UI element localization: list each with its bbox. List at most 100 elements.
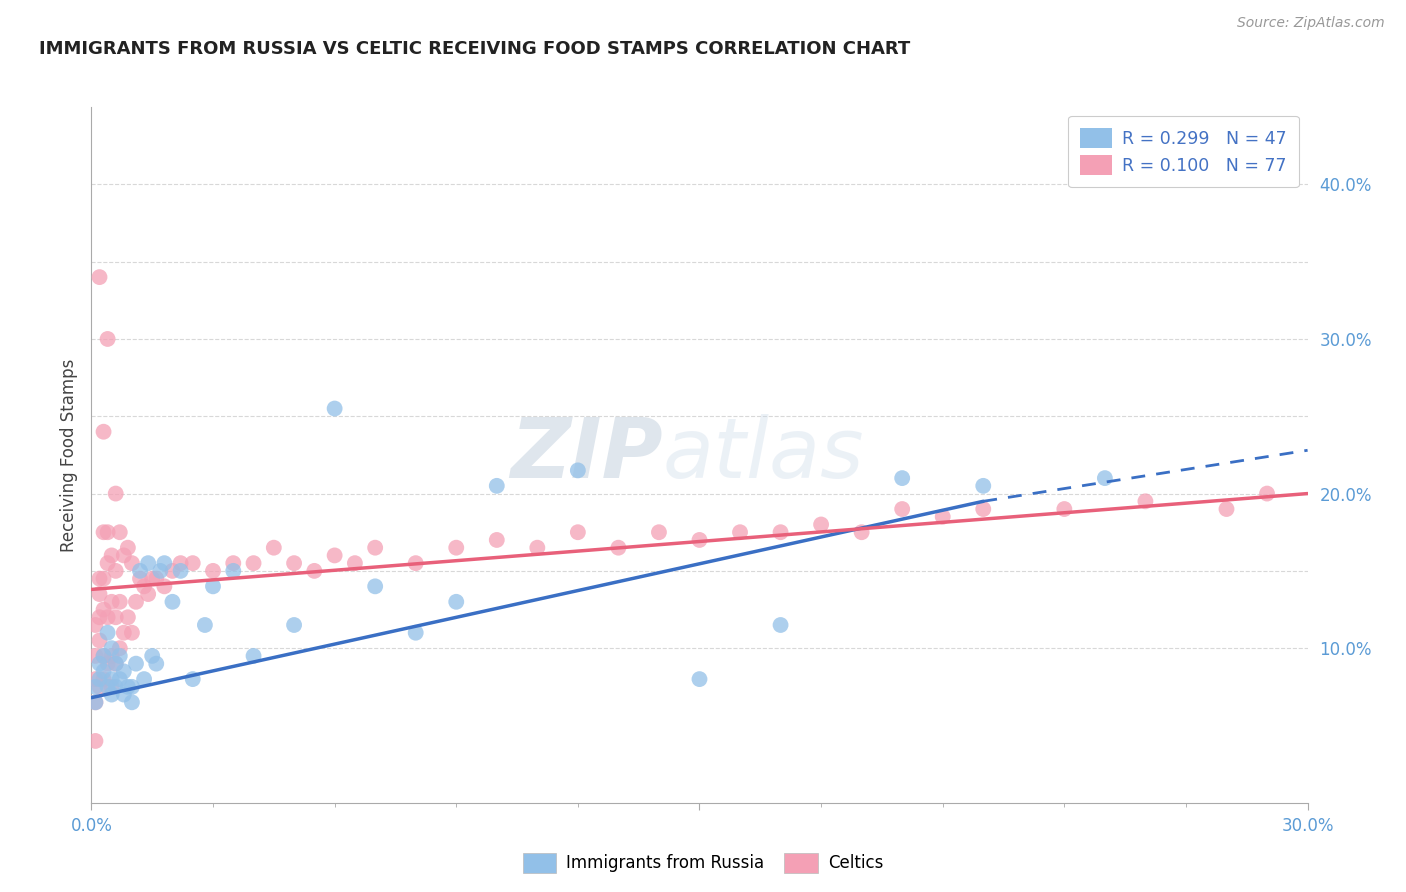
Point <box>444 595 467 609</box>
Point <box>97 556 120 570</box>
Point <box>141 648 163 663</box>
Point <box>108 648 131 663</box>
Point <box>112 688 135 702</box>
Point <box>136 556 159 570</box>
Point <box>169 564 191 578</box>
Point <box>1135 494 1157 508</box>
Point <box>304 564 326 578</box>
Point <box>112 549 135 563</box>
Point <box>153 556 176 570</box>
Point <box>202 564 225 578</box>
Point <box>153 579 176 593</box>
Point <box>97 680 120 694</box>
Point <box>89 270 111 285</box>
Point <box>93 648 115 663</box>
Point <box>769 618 792 632</box>
Point <box>84 680 107 694</box>
Point <box>104 564 127 578</box>
Point <box>93 425 115 439</box>
Point <box>323 549 346 563</box>
Legend: Immigrants from Russia, Celtics: Immigrants from Russia, Celtics <box>516 847 890 880</box>
Point <box>84 672 107 686</box>
Point <box>323 401 346 416</box>
Point <box>141 572 163 586</box>
Point <box>1256 486 1278 500</box>
Point <box>688 672 710 686</box>
Point <box>222 564 245 578</box>
Point <box>93 665 115 679</box>
Point <box>972 502 994 516</box>
Point <box>84 648 107 663</box>
Point <box>100 680 122 694</box>
Point <box>125 595 148 609</box>
Point <box>93 648 115 663</box>
Point <box>93 602 115 616</box>
Point <box>121 556 143 570</box>
Point <box>1215 502 1237 516</box>
Point <box>84 618 107 632</box>
Point <box>728 525 751 540</box>
Point <box>162 564 184 578</box>
Point <box>117 680 139 694</box>
Point <box>104 486 127 500</box>
Point <box>132 672 155 686</box>
Point <box>343 556 366 570</box>
Point <box>104 657 127 671</box>
Point <box>145 657 167 671</box>
Point <box>112 625 135 640</box>
Text: Source: ZipAtlas.com: Source: ZipAtlas.com <box>1237 16 1385 30</box>
Point <box>84 695 107 709</box>
Point <box>1053 502 1076 516</box>
Point <box>89 657 111 671</box>
Legend: R = 0.299   N = 47, R = 0.100   N = 77: R = 0.299 N = 47, R = 0.100 N = 77 <box>1069 116 1299 187</box>
Point <box>89 680 111 694</box>
Point <box>149 564 172 578</box>
Point <box>104 610 127 624</box>
Point <box>485 533 508 547</box>
Point <box>108 525 131 540</box>
Point <box>104 680 127 694</box>
Point <box>117 541 139 555</box>
Point <box>97 625 120 640</box>
Point <box>242 556 264 570</box>
Point <box>97 610 120 624</box>
Point <box>405 556 427 570</box>
Point <box>93 672 115 686</box>
Point <box>136 587 159 601</box>
Point <box>129 564 152 578</box>
Point <box>93 525 115 540</box>
Point <box>364 541 387 555</box>
Point <box>121 680 143 694</box>
Point <box>364 579 387 593</box>
Point <box>104 657 127 671</box>
Point <box>851 525 873 540</box>
Point <box>444 541 467 555</box>
Point <box>145 572 167 586</box>
Point <box>222 556 245 570</box>
Point <box>129 572 152 586</box>
Point <box>93 572 115 586</box>
Point <box>100 672 122 686</box>
Point <box>112 665 135 679</box>
Point <box>84 695 107 709</box>
Point <box>117 610 139 624</box>
Point <box>891 471 914 485</box>
Point <box>181 556 204 570</box>
Point <box>108 672 131 686</box>
Point <box>100 595 122 609</box>
Point <box>526 541 548 555</box>
Point <box>810 517 832 532</box>
Point <box>242 648 264 663</box>
Point <box>283 618 305 632</box>
Point <box>162 595 184 609</box>
Point <box>891 502 914 516</box>
Point <box>100 549 122 563</box>
Point <box>607 541 630 555</box>
Point <box>263 541 285 555</box>
Point <box>100 641 122 656</box>
Point <box>97 657 120 671</box>
Point <box>84 734 107 748</box>
Point <box>688 533 710 547</box>
Point <box>181 672 204 686</box>
Point <box>972 479 994 493</box>
